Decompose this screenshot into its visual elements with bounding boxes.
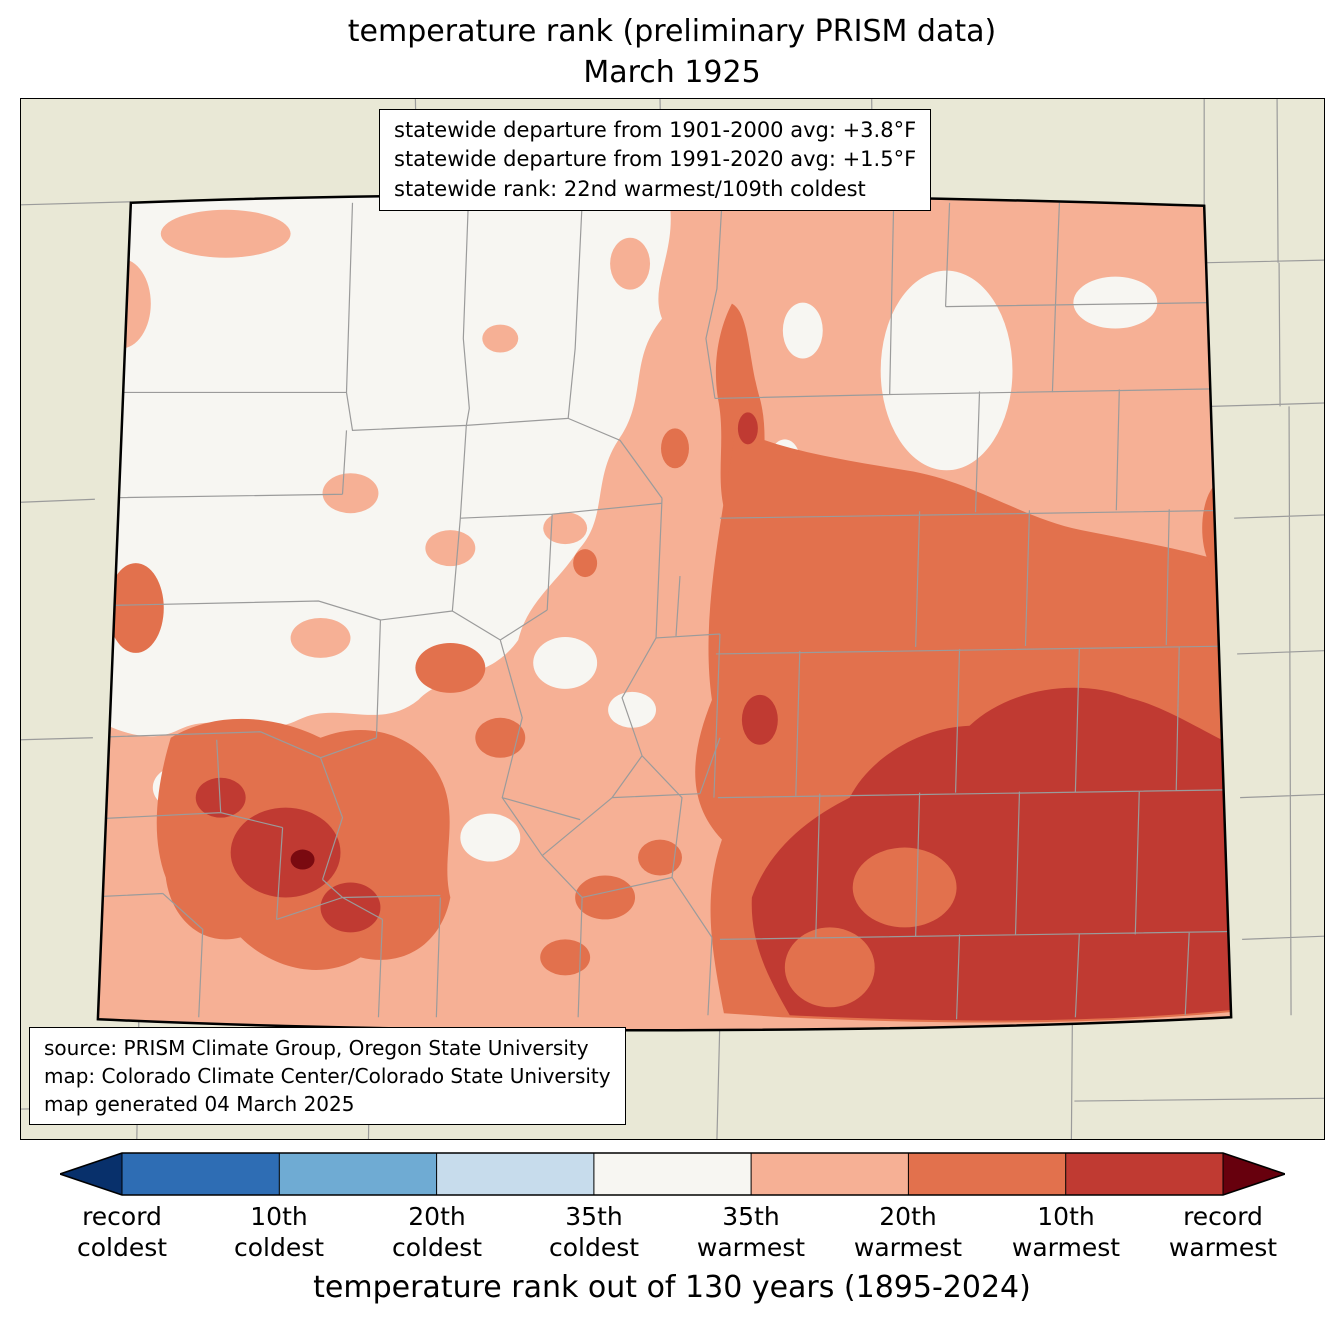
colorbar-segment-0 — [122, 1153, 280, 1195]
source-box: source: PRISM Climate Group, Oregon Stat… — [29, 1027, 626, 1125]
colorbar-svg — [57, 1152, 1288, 1196]
colorbar-segment-6 — [1065, 1153, 1223, 1195]
colorbar-segment-5 — [908, 1153, 1066, 1195]
stats-box: statewide departure from 1901-2000 avg: … — [379, 109, 932, 212]
colorbar-axis-label: temperature rank out of 130 years (1895-… — [313, 1270, 1031, 1305]
colorbar-tick-label-3: 35th coldest — [548, 1202, 640, 1262]
colorbar-tick-label-1: 10th coldest — [233, 1202, 325, 1262]
source-line1: source: PRISM Climate Group, Oregon Stat… — [44, 1036, 589, 1060]
rank-overlays-20th-warmest — [784, 847, 957, 1008]
colorbar-segment-3 — [593, 1153, 752, 1195]
colorbar-right-arrow — [1223, 1153, 1285, 1195]
colorbar-left-arrow — [60, 1153, 122, 1195]
colorado-map-svg — [21, 99, 1324, 1139]
stats-line1: statewide departure from 1901-2000 avg: … — [394, 118, 917, 142]
colorbar-tick-label-6: 10th warmest — [1011, 1202, 1121, 1262]
colorbar-segment-1 — [279, 1153, 437, 1195]
colorbar — [57, 1150, 1288, 1198]
colorbar-segment-2 — [436, 1153, 594, 1195]
colorbar-segment-4 — [751, 1153, 909, 1195]
stats-line3: statewide rank: 22nd warmest/109th colde… — [394, 176, 866, 201]
colorbar-tick-label-7: record warmest — [1168, 1202, 1278, 1262]
colorbar-tick-label-5: 20th warmest — [853, 1202, 963, 1262]
source-line3: map generated 04 March 2025 — [44, 1092, 355, 1116]
title-line1: temperature rank (preliminary PRISM data… — [347, 14, 997, 49]
county-boundaries — [97, 202, 1232, 1020]
title-line2: March 1925 — [583, 54, 761, 90]
colorbar-tick-label-4: 35th warmest — [696, 1202, 806, 1262]
state-interior — [97, 194, 1232, 1031]
stats-line2: statewide departure from 1991-2020 avg: … — [394, 147, 917, 172]
colorbar-tick-labels: record coldest 10th coldest 20th coldest 35… — [0, 1202, 1344, 1266]
colorbar-dividers — [121, 1153, 1224, 1195]
rank-region-record-warmest — [290, 849, 315, 870]
page-title: temperature rank (preliminary PRISM data… — [0, 12, 1344, 93]
colorbar-tick-label-0: record coldest — [76, 1202, 168, 1262]
colorbar-tick-label-2: 20th coldest — [391, 1202, 483, 1262]
source-line2: map: Colorado Climate Center/Colorado St… — [44, 1064, 611, 1088]
map-canvas: statewide departure from 1901-2000 avg: … — [20, 98, 1325, 1140]
